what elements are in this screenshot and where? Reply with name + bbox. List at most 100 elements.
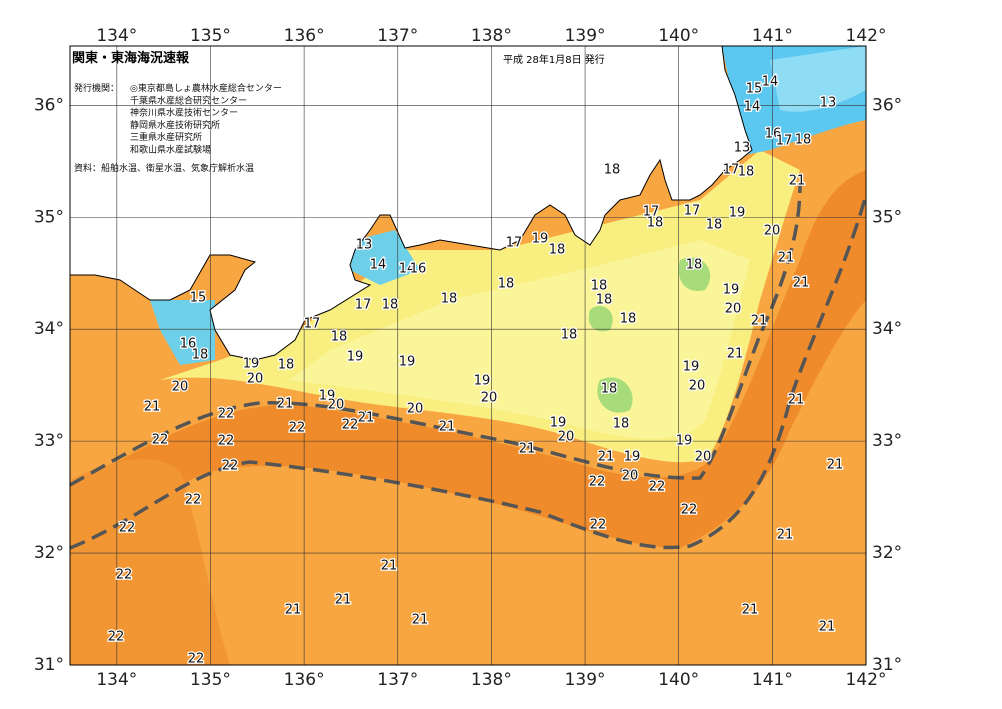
cool-water — [290, 240, 750, 439]
lon-label-bottom: 142° — [846, 670, 887, 690]
map-title: 関東・東海海況速報 — [72, 50, 190, 66]
isotherm-label: 20 — [689, 379, 706, 394]
isotherm-label: 19 — [676, 434, 693, 449]
land — [69, 45, 753, 361]
lat-label-left: 33° — [34, 431, 64, 451]
isotherm-label: 21 — [751, 314, 768, 329]
issuer: 静岡県水産技術研究所 — [130, 119, 220, 131]
isotherm-label: 21 — [819, 620, 836, 635]
isotherm-label: 18 — [706, 218, 723, 233]
isotherm-label: 14 — [762, 75, 779, 90]
isotherm-label: 18 — [795, 133, 812, 148]
isotherm-label: 14 — [370, 258, 387, 273]
isotherm-label: 21 — [358, 411, 375, 426]
warm-area — [70, 459, 230, 665]
isotherm-label: 17 — [776, 134, 793, 149]
isotherm-label: 19 — [683, 360, 700, 375]
isotherm-label: 18 — [601, 382, 618, 397]
isotherm-label: 21 — [598, 450, 615, 465]
isotherm-label: 18 — [596, 293, 613, 308]
isotherm-label: 22 — [342, 418, 359, 433]
isotherm-label: 19 — [729, 206, 746, 221]
isotherm-label: 22 — [152, 433, 169, 448]
isotherm-label: 13 — [820, 96, 837, 111]
issuer: 三重県水産研究所 — [130, 131, 202, 143]
issuer: 千葉県水産総合研究センター — [130, 94, 247, 106]
isotherm-label: 17 — [723, 163, 740, 178]
isotherm-label: 21 — [381, 559, 398, 574]
isotherm-label: 14 — [744, 100, 761, 115]
isotherm-label: 22 — [649, 480, 666, 495]
isotherm-label: 20 — [764, 224, 781, 239]
isotherm-label: 21 — [335, 593, 352, 608]
isotherm-label: 13 — [734, 141, 751, 156]
isotherm-label: 22 — [222, 459, 239, 474]
lat-label-right: 32° — [872, 543, 902, 563]
issuer-label: 発行機関： — [74, 82, 119, 94]
isotherm-label: 21 — [439, 420, 456, 435]
bay-water — [150, 230, 420, 365]
isotherm-label: 19 — [243, 357, 260, 372]
lat-label-right: 36° — [872, 95, 902, 115]
isotherm-label: 21 — [788, 393, 805, 408]
isotherm-label: 21 — [778, 251, 795, 266]
isotherm-label: 22 — [218, 434, 235, 449]
isotherm-label: 21 — [285, 603, 302, 618]
lon-label-bottom: 134° — [96, 670, 137, 690]
lon-label-top: 137° — [377, 26, 418, 46]
isotherm-label: 18 — [382, 298, 399, 313]
isotherm-label: 17 — [506, 236, 523, 251]
isotherm-label: 22 — [188, 652, 205, 667]
isotherm-label: 21 — [727, 347, 744, 362]
isotherm-label: 21 — [277, 397, 294, 412]
isotherm-label: 21 — [412, 613, 429, 628]
isotherm-label: 20 — [695, 450, 712, 465]
isotherm-label: 20 — [725, 302, 742, 317]
isotherm-label: 18 — [647, 216, 664, 231]
isotherm-label: 14 — [399, 262, 416, 277]
lon-label-bottom: 135° — [190, 670, 231, 690]
isotherm-label: 20 — [328, 398, 345, 413]
isotherm-label: 16 — [180, 337, 197, 352]
lon-label-bottom: 139° — [565, 670, 606, 690]
isotherm-label: 21 — [519, 442, 536, 457]
isotherm-label: 22 — [185, 493, 202, 508]
isotherm-label: 17 — [304, 317, 321, 332]
isotherm-label: 21 — [742, 603, 759, 618]
lon-label-bottom: 137° — [377, 670, 418, 690]
isotherm-label: 17 — [355, 298, 372, 313]
isotherm-label: 15 — [190, 291, 207, 306]
lon-label-bottom: 136° — [284, 670, 325, 690]
isotherm-label: 19 — [550, 416, 567, 431]
lat-label-right: 33° — [872, 431, 902, 451]
isotherm-label: 22 — [218, 407, 235, 422]
isotherm-label: 22 — [681, 503, 698, 518]
isotherm-label: 21 — [777, 528, 794, 543]
lat-label-left: 34° — [34, 319, 64, 339]
isotherm-label: 18 — [278, 358, 295, 373]
lon-label-top: 139° — [565, 26, 606, 46]
lat-label-left: 36° — [34, 95, 64, 115]
isotherm-label: 22 — [589, 475, 606, 490]
kuroshio-south — [69, 194, 868, 550]
isotherm-label: 20 — [172, 380, 189, 395]
isotherm-label: 15 — [746, 82, 763, 97]
isotherm-label: 18 — [620, 312, 637, 327]
isotherm-label: 22 — [116, 568, 133, 583]
lon-label-top: 141° — [752, 26, 793, 46]
lat-label-left: 31° — [34, 655, 64, 675]
lon-label-top: 140° — [658, 26, 699, 46]
lat-label-right: 31° — [872, 655, 902, 675]
kuroshio-axis — [69, 184, 868, 550]
issuer: 神奈川県水産技術センター — [130, 107, 238, 119]
isotherm-label: 18 — [441, 292, 458, 307]
isotherm-label: 21 — [144, 400, 161, 415]
isotherm-label: 19 — [723, 283, 740, 298]
isotherm-label: 21 — [793, 276, 810, 291]
lat-label-right: 34° — [872, 319, 902, 339]
isotherm-label: 22 — [108, 630, 125, 645]
isotherm-label: 22 — [289, 421, 306, 436]
kuroshio-north — [69, 184, 802, 487]
isotherm-label: 19 — [319, 389, 336, 404]
